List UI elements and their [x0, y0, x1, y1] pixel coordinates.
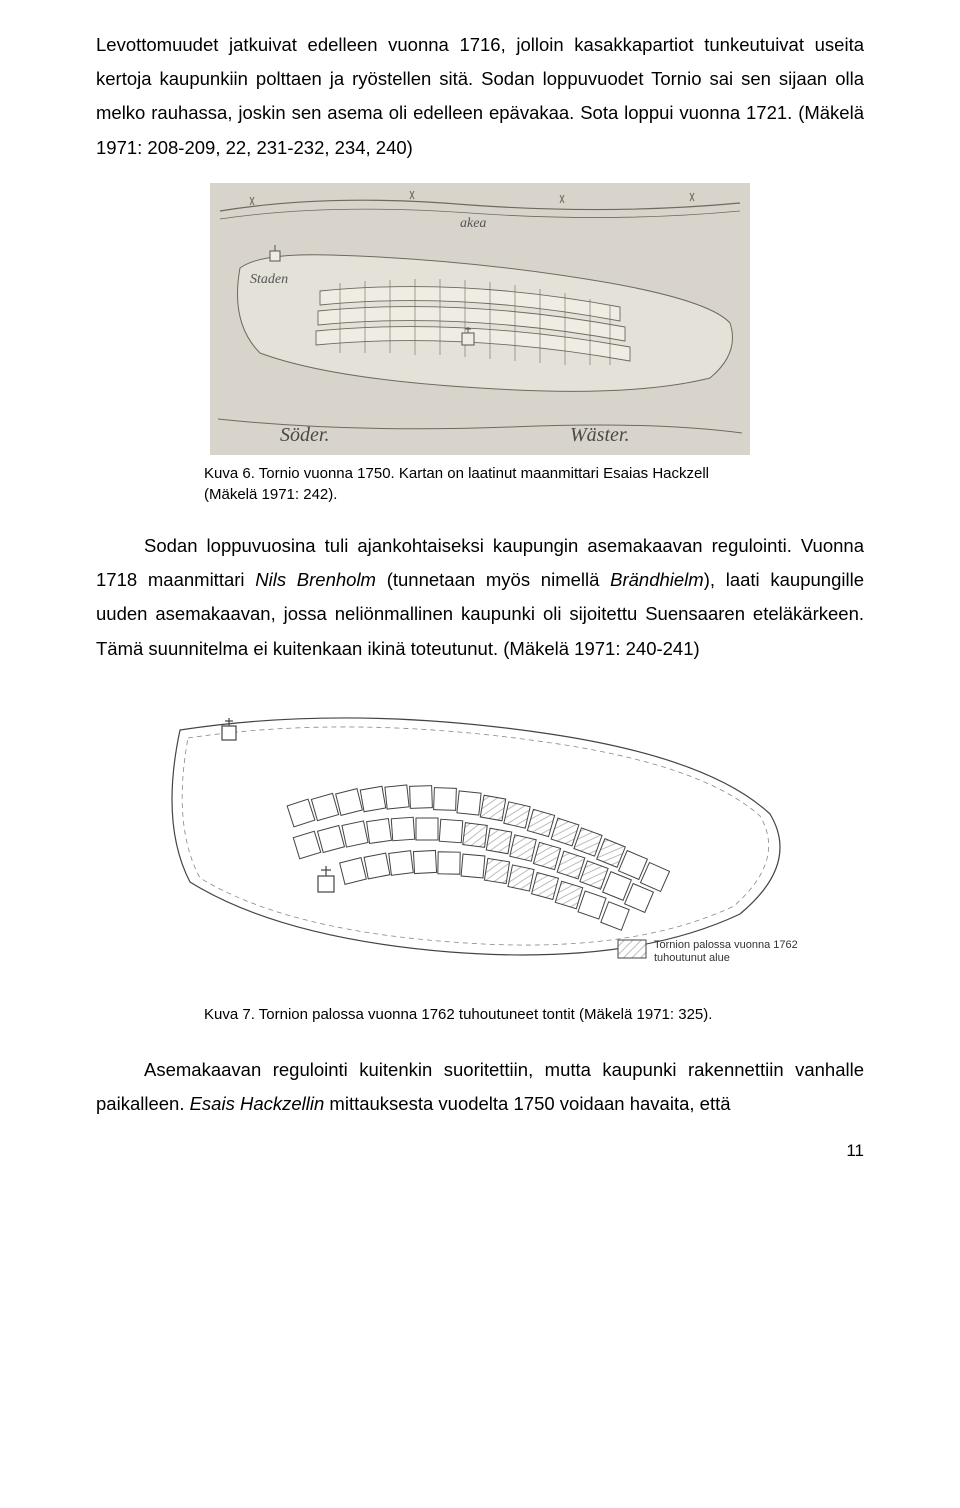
para2-d: Brändhielm [610, 569, 704, 590]
paragraph-2: Sodan loppuvuosina tuli ajankohtaiseksi … [96, 529, 864, 666]
para3-c: mittauksesta vuodelta 1750 voidaan havai… [324, 1093, 730, 1114]
page-number: 11 [96, 1135, 864, 1166]
fig6-text-top: akea [460, 216, 486, 231]
document-page: Levottomuudet jatkuivat edelleen vuonna … [0, 0, 960, 1207]
figure-6-caption: Kuva 6. Tornio vuonna 1750. Kartan on la… [204, 463, 724, 505]
paragraph-1: Levottomuudet jatkuivat edelleen vuonna … [96, 28, 864, 165]
para2-b: Nils Brenholm [255, 569, 376, 590]
fig6-text-br: Wäster. [570, 424, 629, 446]
figure-7-map: Tornion palossa vuonna 1762 tuhoutunut a… [150, 684, 810, 996]
fig6-text-bl: Söder. [280, 424, 329, 446]
paragraph-3: Asemakaavan regulointi kuitenkin suorite… [96, 1053, 864, 1121]
figure-6-map: akea [210, 183, 750, 455]
para3-b: Esais Hackzellin [190, 1093, 325, 1114]
fig7-legend1: Tornion palossa vuonna 1762 [654, 939, 798, 951]
figure-7-caption: Kuva 7. Tornion palossa vuonna 1762 tuho… [204, 1004, 764, 1025]
para2-c: (tunnetaan myös nimellä [376, 569, 610, 590]
fig7-legend2: tuhoutunut alue [654, 952, 730, 964]
fig6-text-left: Staden [250, 272, 288, 287]
